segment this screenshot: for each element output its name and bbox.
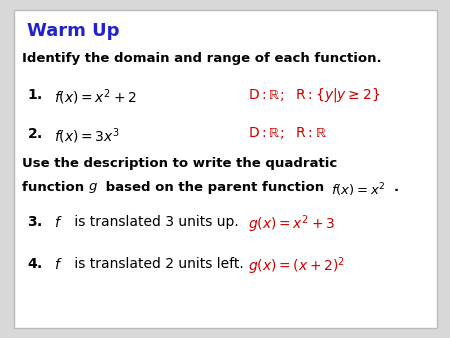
Text: $\mathrm{D: \mathbb{R}};\ \ \mathrm{R: \mathbb{R}}$: $\mathrm{D: \mathbb{R}};\ \ \mathrm{R: \… <box>248 125 327 141</box>
Text: $\mathit{f(x)} = \mathit{x}^2$: $\mathit{f(x)} = \mathit{x}^2$ <box>331 182 385 199</box>
Text: Warm Up: Warm Up <box>27 22 120 40</box>
Text: $\bf{4.}$: $\bf{4.}$ <box>27 257 43 271</box>
Text: Identify the domain and range of each function.: Identify the domain and range of each fu… <box>22 52 382 65</box>
Text: $\bf{3.}$: $\bf{3.}$ <box>27 215 43 228</box>
Text: $\bf{1.}$: $\bf{1.}$ <box>27 88 43 102</box>
Text: $f(x) = x^2 + 2$: $f(x) = x^2 + 2$ <box>54 88 137 107</box>
Text: Use the description to write the quadratic: Use the description to write the quadrat… <box>22 157 338 170</box>
Text: $\mathit{f}$: $\mathit{f}$ <box>54 257 63 272</box>
Text: $\mathit{g}$: $\mathit{g}$ <box>88 181 98 195</box>
Text: $\mathrm{D: \mathbb{R}}$$;\ \ \mathrm{R:}\{y|y \geq 2\}$: $\mathrm{D: \mathbb{R}}$$;\ \ \mathrm{R:… <box>248 86 380 104</box>
Text: $f(x) = 3x^3$: $f(x) = 3x^3$ <box>54 127 120 146</box>
Text: is translated 2 units left.: is translated 2 units left. <box>70 257 243 271</box>
Text: $\mathit{g(x) = x^2 + 3}$: $\mathit{g(x) = x^2 + 3}$ <box>248 214 334 235</box>
Text: is translated 3 units up.: is translated 3 units up. <box>70 215 238 228</box>
Text: $\bf{2.}$: $\bf{2.}$ <box>27 127 43 141</box>
Text: $\mathit{f}$: $\mathit{f}$ <box>54 215 63 230</box>
Text: based on the parent function: based on the parent function <box>101 181 329 194</box>
Text: function: function <box>22 181 89 194</box>
Text: $\mathit{g(x) =(x + 2)^2}$: $\mathit{g(x) =(x + 2)^2}$ <box>248 256 345 277</box>
Text: .: . <box>394 181 399 194</box>
